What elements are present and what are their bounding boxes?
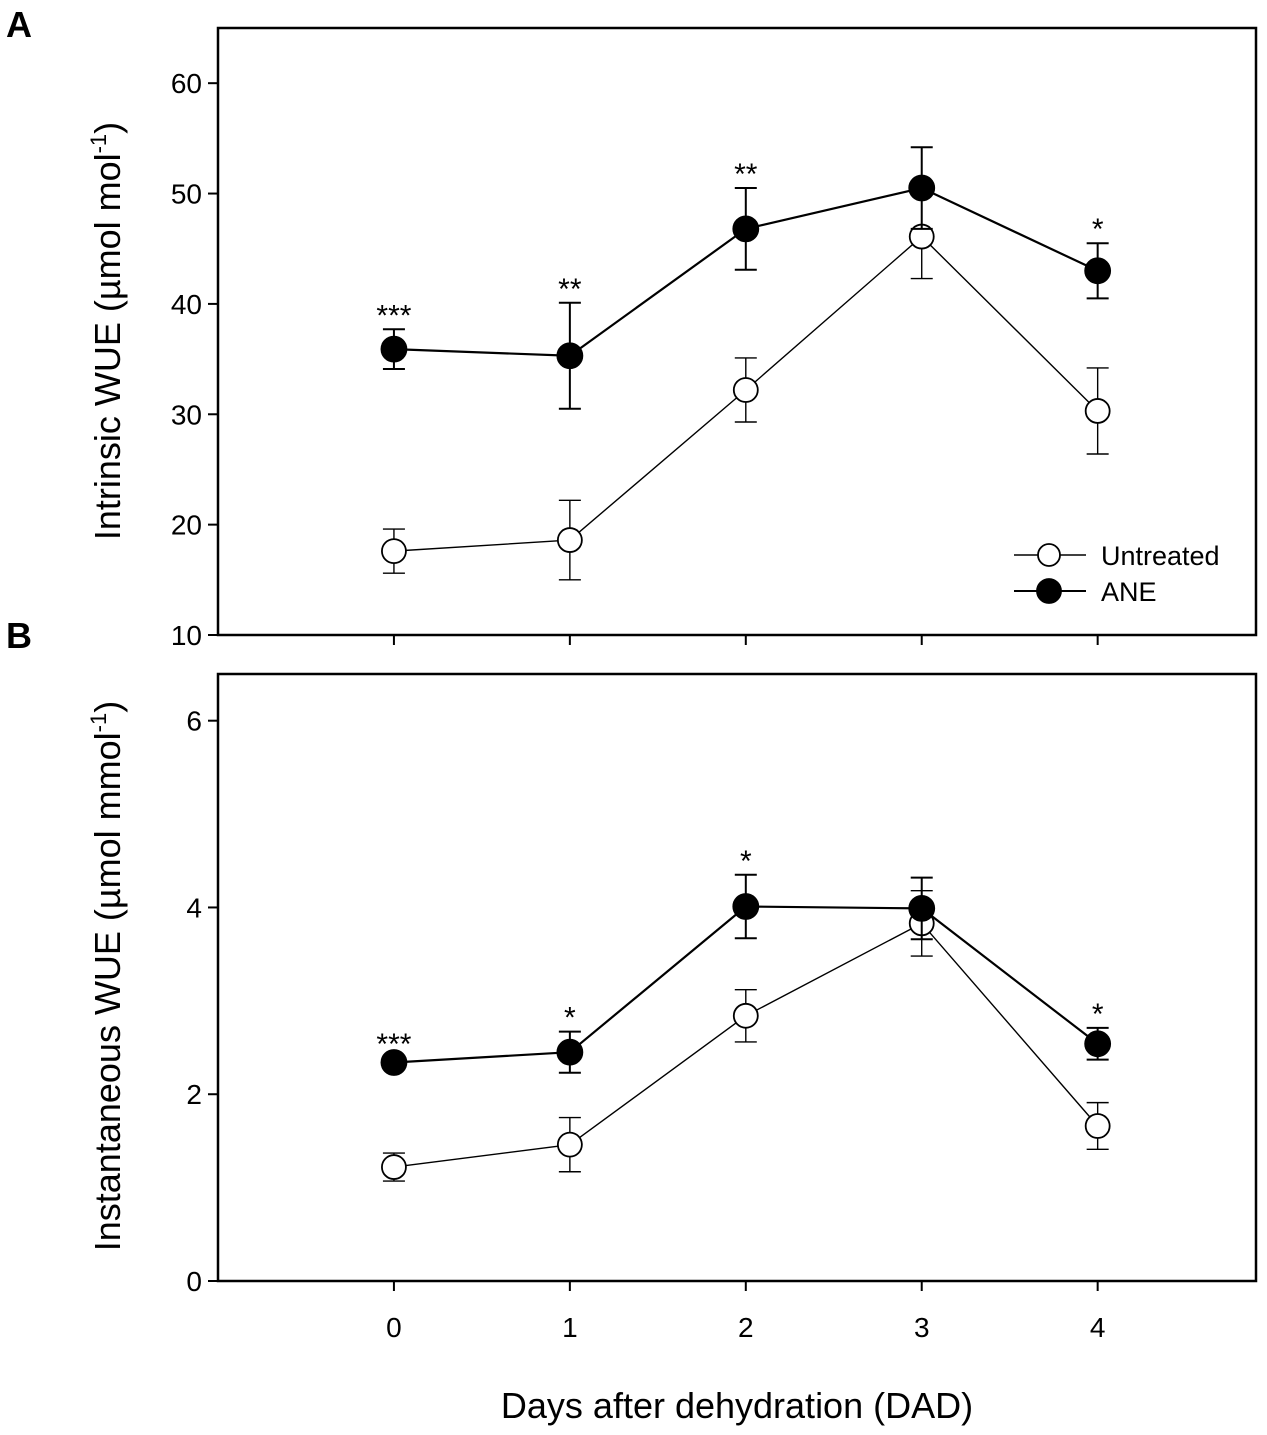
panel-a-ytick-label: 30: [171, 399, 202, 430]
svg-text:Instantaneous WUE (µmol mmol-1: Instantaneous WUE (µmol mmol-1): [86, 701, 128, 1251]
panel-a-point-untreated: [732, 377, 759, 403]
legend-entry-untreated: Untreated: [1014, 541, 1220, 571]
panel-a-significance-label: **: [558, 273, 582, 306]
panel-b-ytick-label: 0: [186, 1266, 202, 1297]
panel-b-point-ane: [732, 893, 760, 920]
panel-b-point-untreated: [556, 1131, 583, 1158]
panel-b-ytick-label: 6: [186, 706, 202, 737]
panel-a-point-untreated: [556, 527, 583, 553]
legend-marker-untreated: [1037, 543, 1061, 567]
panel-a-ytick-label: 10: [171, 620, 202, 651]
panel-b-point-ane: [380, 1049, 408, 1076]
panel-a-ytick-label: 20: [171, 510, 202, 541]
x-tick-label: 0: [386, 1312, 402, 1343]
legend-marker-ane: [1036, 578, 1062, 604]
panel-a-point-untreated: [381, 538, 407, 565]
panel-a-ytick-label: 40: [171, 289, 202, 320]
panel-a-label: A: [6, 4, 32, 45]
panel-b-significance-label: *: [564, 1002, 576, 1035]
svg-text:Intrinsic WUE (µmol mol-1): Intrinsic WUE (µmol mol-1): [86, 122, 128, 540]
panel-b-point-untreated: [732, 1002, 759, 1029]
panel-a-point-ane: [1084, 257, 1112, 285]
legend: Untreated ANE: [1014, 541, 1220, 607]
panel-b-line-untreated: [393, 922, 1099, 1168]
panel-b-label: B: [6, 615, 32, 656]
x-tick-label: 1: [562, 1312, 578, 1343]
panel-a-significance-label: **: [734, 158, 758, 191]
panel-a-point-untreated: [1084, 398, 1111, 424]
panel-a-ytick-label: 50: [171, 179, 202, 210]
panel-b-chart: B Instantaneous WUE (µmol mmol-1) 0 2 4 6 0 1…: [6, 615, 1258, 1343]
panel-a-significance-label: *: [1092, 213, 1104, 246]
panel-b-point-ane: [1084, 1030, 1112, 1058]
legend-label-untreated: Untreated: [1101, 541, 1220, 571]
panel-b-plot-frame: [216, 672, 1258, 1283]
x-tick-label: 3: [914, 1312, 930, 1343]
x-axis-title: Days after dehydration (DAD): [501, 1385, 973, 1426]
panel-b-point-ane: [556, 1038, 584, 1066]
panel-a-point-ane: [380, 335, 408, 363]
panel-b-ytick-label: 4: [186, 892, 202, 923]
panel-a-point-ane: [732, 215, 760, 243]
x-tick-label: 2: [738, 1312, 754, 1343]
panel-a-point-ane: [908, 174, 936, 202]
x-tick-label: 4: [1090, 1312, 1106, 1343]
panel-a-plot-frame: [216, 26, 1258, 637]
panel-b-point-untreated: [1084, 1113, 1111, 1139]
panel-b-ytick-label: 2: [186, 1079, 202, 1110]
legend-entry-ane: ANE: [1014, 577, 1157, 607]
legend-label-ane: ANE: [1101, 577, 1157, 607]
panel-a-ytick-label: 60: [171, 68, 202, 99]
panel-a-chart: A Intrinsic WUE (µmol mol-1) Untreated A…: [6, 4, 1258, 651]
panel-b-point-ane: [908, 894, 936, 922]
panel-b-point-untreated: [381, 1154, 407, 1180]
panel-b-significance-label: *: [740, 845, 752, 878]
panel-a-ylabel: Intrinsic WUE (µmol mol-1): [86, 122, 128, 540]
panel-b-significance-label: *: [1092, 998, 1104, 1031]
panel-a-significance-label: ***: [376, 299, 411, 332]
panel-b-ylabel: Instantaneous WUE (µmol mmol-1): [86, 701, 128, 1251]
panel-b-significance-label: ***: [376, 1028, 411, 1061]
panel-a-point-ane: [556, 342, 584, 370]
